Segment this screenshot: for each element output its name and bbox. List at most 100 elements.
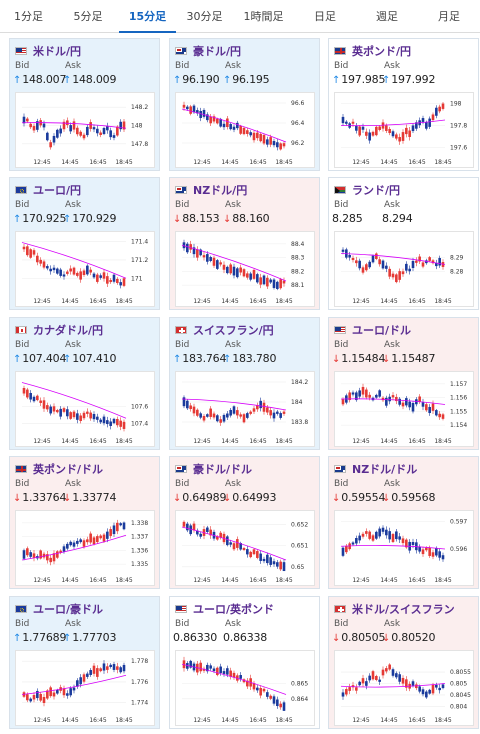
candle-body — [186, 663, 189, 669]
candlestick-chart[interactable]: 1.338 1.337 1.336 1.335 12:45 14:45 16:45 18:45 — [15, 510, 155, 586]
y-tick-label: 0.864 — [291, 696, 308, 703]
currency-panel[interactable]: ランド/円 Bid 8.285 Ask 8.294 8.29 8.28 12:45 14:45 1… — [328, 177, 479, 310]
currency-panel[interactable]: 豪ドル/円 Bid ↑96.190 Ask ↑96.195 96.6 96.4 96.2 12:… — [169, 38, 320, 171]
candlestick-chart[interactable]: 198 197.8 197.6 12:45 14:45 16:45 18:45 — [334, 92, 474, 168]
candlestick-chart[interactable]: 171.4 171.2 171 12:45 14:45 16:45 18:45 — [15, 231, 155, 307]
candle-body — [46, 405, 49, 410]
candlestick-chart[interactable]: 88.4 88.3 88.2 88.1 12:45 14:45 16:45 18:45 — [175, 231, 315, 307]
candle-body — [269, 410, 272, 416]
candle-body — [89, 533, 92, 543]
pair-title-link[interactable]: ユーロ/円 — [15, 183, 81, 197]
pair-title-link[interactable]: NZドル/ドル — [334, 462, 417, 476]
candlestick-chart[interactable]: 107.6 107.4 12:45 14:45 16:45 18:45 — [15, 371, 155, 447]
pair-title-link[interactable]: NZドル/円 — [175, 183, 247, 197]
pair-title-link[interactable]: 英ポンド/ドル — [15, 462, 103, 476]
candlestick-chart[interactable]: 0.865 0.864 12:45 14:45 16:45 18:45 — [175, 650, 315, 726]
currency-panel[interactable]: 豪ドル/ドル Bid ↓0.64989 Ask ↓0.64993 0.652 0.651 0.… — [169, 456, 320, 589]
candle-body — [56, 268, 59, 274]
candle-body — [252, 269, 256, 279]
currency-panel[interactable]: 米ドル/スイスフラン Bid ↓0.80505 Ask ↓0.80520 0.8055 0.… — [328, 596, 479, 729]
pair-title-link[interactable]: ユーロ/ドル — [334, 323, 411, 337]
candle-body — [368, 675, 371, 681]
candlestick-chart[interactable]: 1.157 1.156 1.155 1.154 12:45 14:45 16:45 18:45 — [334, 371, 474, 447]
candle-body — [405, 679, 408, 688]
currency-panel[interactable]: 英ポンド/ドル Bid ↓1.33764 Ask ↓1.33774 1.338 1.337 1… — [9, 456, 160, 589]
candle-body — [182, 397, 186, 407]
tab-6[interactable]: 週足 — [376, 10, 398, 23]
chart-svg: 88.4 88.3 88.2 88.1 12:45 14:45 16:45 18:45 — [181, 239, 305, 305]
currency-panel[interactable]: 英ポンド/円 Bid ↑197.985 Ask ↑197.992 198 197.8 197.… — [328, 38, 479, 171]
candle-body — [411, 681, 415, 686]
candle-body — [92, 665, 96, 674]
candle-body — [206, 527, 209, 532]
tab-3[interactable]: 30分足 — [186, 10, 223, 23]
pair-title-link[interactable]: ユーロ/豪ドル — [15, 602, 103, 616]
candle-body — [355, 260, 358, 264]
candlestick-chart[interactable]: 148.2 148 147.8 12:45 14:45 16:45 18:45 — [15, 92, 155, 168]
tab-2[interactable]: 15分足 — [119, 0, 176, 33]
tab-5[interactable]: 日足 — [314, 10, 336, 23]
chart-svg: 107.6 107.4 12:45 14:45 16:45 18:45 — [21, 382, 148, 445]
candle-body — [116, 126, 119, 136]
candle-body — [385, 125, 388, 131]
pair-title-link[interactable]: カナダドル/円 — [15, 323, 103, 337]
pair-title-link[interactable]: スイスフラン/円 — [175, 323, 274, 337]
x-tick-label: 16:45 — [249, 717, 266, 724]
currency-panel[interactable]: NZドル/ドル Bid ↓0.59554 Ask ↓0.59568 0.597 0.596 1… — [328, 456, 479, 589]
tab-0[interactable]: 1分足 — [14, 10, 43, 23]
candle-body — [259, 400, 262, 409]
candle-body — [192, 523, 196, 531]
candle-body — [232, 672, 236, 678]
candle-body — [122, 421, 126, 429]
candlestick-chart[interactable]: 0.652 0.651 0.65 12:45 14:45 16:45 18:45 — [175, 510, 315, 586]
pair-title-link[interactable]: ランド/円 — [334, 183, 400, 197]
currency-panel[interactable]: 米ドル/円 Bid ↑148.007 Ask ↑148.009 148.2 148 147.8… — [9, 38, 160, 171]
currency-panel[interactable]: ユーロ/豪ドル Bid ↑1.77689 Ask ↑1.77703 1.778 1.776 1… — [9, 596, 160, 729]
candle-body — [52, 135, 56, 143]
candlestick-chart[interactable]: 184.2 184 183.8 12:45 14:45 16:45 18:45 — [175, 371, 315, 447]
candlestick-chart[interactable]: 0.597 0.596 12:45 14:45 16:45 18:45 — [334, 510, 474, 586]
candle-body — [32, 396, 36, 402]
pair-title-link[interactable]: 英ポンド/円 — [334, 44, 411, 58]
candle-body — [415, 260, 418, 263]
currency-panel[interactable]: ユーロ/ドル Bid ↓1.15484 Ask ↓1.15487 1.157 1.156 1.… — [328, 317, 479, 450]
candlestick-chart[interactable]: 96.6 96.4 96.2 12:45 14:45 16:45 18:45 — [175, 92, 315, 168]
candle-body — [256, 687, 259, 691]
candle-body — [32, 126, 36, 131]
tab-1[interactable]: 5分足 — [73, 10, 103, 23]
candle-body — [405, 539, 408, 548]
candle-body — [438, 687, 441, 691]
candle-body — [262, 688, 266, 692]
currency-panel[interactable]: ユーロ/円 Bid ↑170.925 Ask ↑170.929 171.4 171.2 171… — [9, 177, 160, 310]
candle-body — [236, 410, 239, 416]
candle-body — [222, 123, 226, 128]
candle-body — [226, 536, 229, 546]
candle-body — [92, 537, 96, 545]
currency-panel[interactable]: スイスフラン/円 Bid ↑183.764 Ask ↑183.780 184.2 184 18… — [169, 317, 320, 450]
tab-7[interactable]: 月足 — [438, 10, 460, 23]
candle-body — [76, 680, 79, 687]
candle-body — [106, 666, 109, 670]
currency-panel[interactable]: ユーロ/英ポンド Bid 0.86330 Ask 0.86338 0.865 0.864 12… — [169, 596, 320, 729]
currency-panel[interactable]: カナダドル/円 Bid ↑107.404 Ask ↑107.410 107.6 107.4 1… — [9, 317, 160, 450]
candlestick-chart[interactable]: 8.29 8.28 12:45 14:45 16:45 18:45 — [334, 231, 474, 307]
currency-panel[interactable]: NZドル/円 Bid ↓88.153 Ask ↓88.160 88.4 88.3 88.2 88… — [169, 177, 320, 310]
candle-body — [272, 279, 276, 288]
pair-title-link[interactable]: 豪ドル/円 — [175, 44, 241, 58]
candle-body — [189, 525, 192, 535]
candle-body — [102, 127, 106, 135]
candlestick-chart[interactable]: 1.778 1.776 1.774 12:45 14:45 16:45 18:45 — [15, 650, 155, 726]
tab-4[interactable]: 1時間足 — [243, 10, 284, 23]
pair-title-link[interactable]: 米ドル/スイスフラン — [334, 602, 455, 616]
candle-body — [232, 266, 236, 276]
candlestick-chart[interactable]: 0.8055 0.805 0.8045 0.804 12:45 14:45 16:45 18:… — [334, 650, 474, 726]
pair-title-link[interactable]: 米ドル/円 — [15, 44, 81, 58]
candle-body — [109, 664, 112, 668]
pair-title-link[interactable]: 豪ドル/ドル — [175, 462, 252, 476]
bid-value: 170.925 — [22, 212, 67, 225]
candle-body — [89, 269, 92, 273]
ask-price: ↓0.59568 — [382, 491, 435, 504]
pair-title-link[interactable]: ユーロ/英ポンド — [175, 602, 274, 616]
candle-body — [239, 267, 242, 273]
candle-body — [361, 533, 365, 537]
